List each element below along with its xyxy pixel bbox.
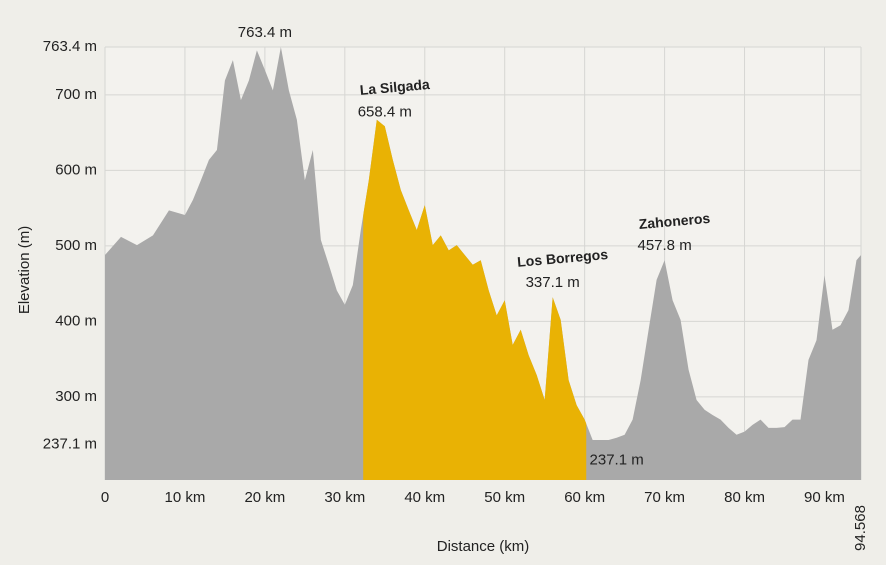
x-tick-label: 0 — [101, 489, 109, 506]
annotation-title: Los Borregos — [517, 246, 609, 270]
y-tick-label: 300 m — [55, 388, 97, 405]
x-tick-label: 10 km — [165, 489, 206, 506]
annotation-title: La Silgada — [359, 76, 430, 98]
y-axis-label: Elevation (m) — [16, 226, 33, 314]
x-tick-label: 90 km — [804, 489, 845, 506]
highlight-area — [363, 119, 587, 480]
x-tick-label: 70 km — [644, 489, 685, 506]
y-tick-label: 763.4 m — [43, 38, 97, 55]
y-tick-label: 600 m — [55, 161, 97, 178]
x-tick-label: 80 km — [724, 489, 765, 506]
x-axis-label: Distance (km) — [437, 538, 530, 555]
x-tick-label: 20 km — [244, 489, 285, 506]
annotation-value: 457.8 m — [637, 237, 691, 254]
x-tick-label: 60 km — [564, 489, 605, 506]
annotation-value: 658.4 m — [358, 103, 412, 120]
y-tick-label: 400 m — [55, 312, 97, 329]
y-tick-label: 237.1 m — [43, 435, 97, 452]
annotation-value: 337.1 m — [526, 274, 580, 291]
y-tick-label: 700 m — [55, 86, 97, 103]
elevation-area — [105, 47, 861, 480]
annotation-value: 763.4 m — [238, 24, 292, 41]
annotation-value: 237.1 m — [590, 451, 644, 468]
x-tick-label: 94.568 — [852, 505, 869, 551]
x-tick-label: 40 km — [404, 489, 445, 506]
x-tick-label: 50 km — [484, 489, 525, 506]
x-tick-label: 30 km — [324, 489, 365, 506]
y-tick-label: 500 m — [55, 237, 97, 254]
annotation-title: Zahoneros — [638, 210, 711, 232]
